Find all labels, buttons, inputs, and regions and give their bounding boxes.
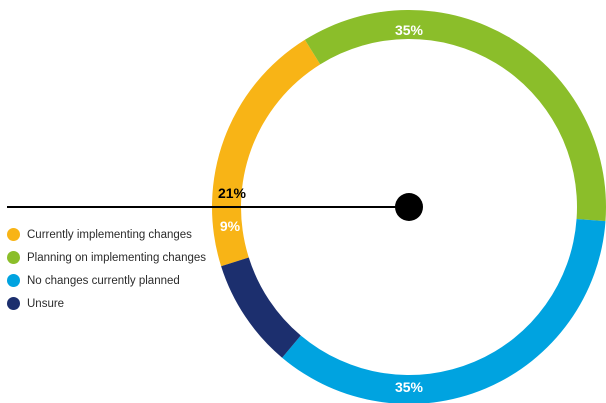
donut-slice [304,9,606,222]
legend-item-unsure: Unsure [7,297,222,311]
donut-slice [212,39,321,267]
legend-label: No changes currently planned [27,275,180,287]
donut-slice [282,219,606,403]
donut-slices [212,9,606,403]
legend-label: Unsure [27,298,65,310]
legend-item-currently-implementing: Currently implementing changes [7,228,222,242]
legend-swatch [7,274,20,287]
legend-swatch [7,228,20,241]
legend: Currently implementing changes Planning … [7,228,222,320]
pointer-dot [395,193,423,221]
slice-value-label: 21% [218,185,247,201]
legend-swatch [7,297,20,310]
slice-value-label: 35% [395,22,424,38]
slice-value-label: 9% [220,218,241,234]
slice-value-label: 35% [395,379,424,395]
donut-slice [221,257,301,358]
legend-label: Currently implementing changes [27,229,192,241]
legend-item-planning: Planning on implementing changes [7,251,222,265]
donut-slice-labels: 21% 35% 35% 9% [218,22,424,395]
legend-label: Planning on implementing changes [27,252,207,264]
legend-item-no-changes: No changes currently planned [7,274,222,288]
legend-swatch [7,251,20,264]
